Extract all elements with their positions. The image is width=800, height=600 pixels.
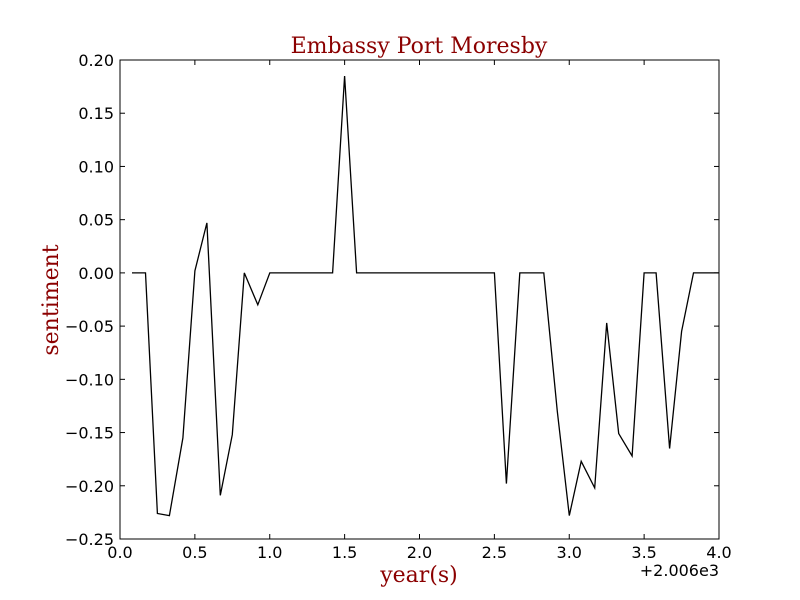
series-line bbox=[132, 75, 719, 517]
y-tick-label: −0.25 bbox=[65, 530, 114, 549]
y-tick-label: 0.20 bbox=[78, 51, 114, 70]
y-tick-label: −0.10 bbox=[65, 370, 114, 389]
series-lines bbox=[132, 75, 719, 517]
plot-background bbox=[120, 60, 719, 539]
x-tick-label: 1.5 bbox=[332, 543, 357, 562]
x-tick-label: 0.5 bbox=[182, 543, 207, 562]
x-axis-ticks: 0.0 0.5 1.0 1.5 2.0 2.5 3.0 3.5 4.0 bbox=[107, 60, 732, 562]
chart-title: Embassy Port Moresby bbox=[291, 34, 548, 59]
y-axis-ticks: 0.20 0.15 0.10 0.05 0.00 −0.05 −0.10 −0.15 −0.20… bbox=[65, 51, 719, 549]
x-tick-label: 1.0 bbox=[257, 543, 282, 562]
y-tick-label: 0.00 bbox=[78, 264, 114, 283]
x-tick-label: 3.0 bbox=[557, 543, 582, 562]
x-axis-label: year(s) bbox=[379, 563, 458, 588]
x-tick-label: 0.0 bbox=[107, 543, 132, 562]
x-tick-label: 2.0 bbox=[407, 543, 432, 562]
plot-frame bbox=[119, 59, 720, 540]
y-tick-label: 0.15 bbox=[78, 104, 114, 123]
y-tick-label: −0.05 bbox=[65, 317, 114, 336]
x-tick-label: 2.5 bbox=[482, 543, 507, 562]
y-tick-label: −0.20 bbox=[65, 477, 114, 496]
x-axis-offset-label: +2.006e3 bbox=[640, 561, 719, 580]
x-tick-label: 3.5 bbox=[631, 543, 656, 562]
y-tick-label: −0.15 bbox=[65, 424, 114, 443]
y-tick-label: 0.05 bbox=[78, 211, 114, 230]
y-axis-label: sentiment bbox=[39, 244, 64, 355]
y-tick-label: 0.10 bbox=[78, 157, 114, 176]
x-tick-label: 4.0 bbox=[706, 543, 731, 562]
